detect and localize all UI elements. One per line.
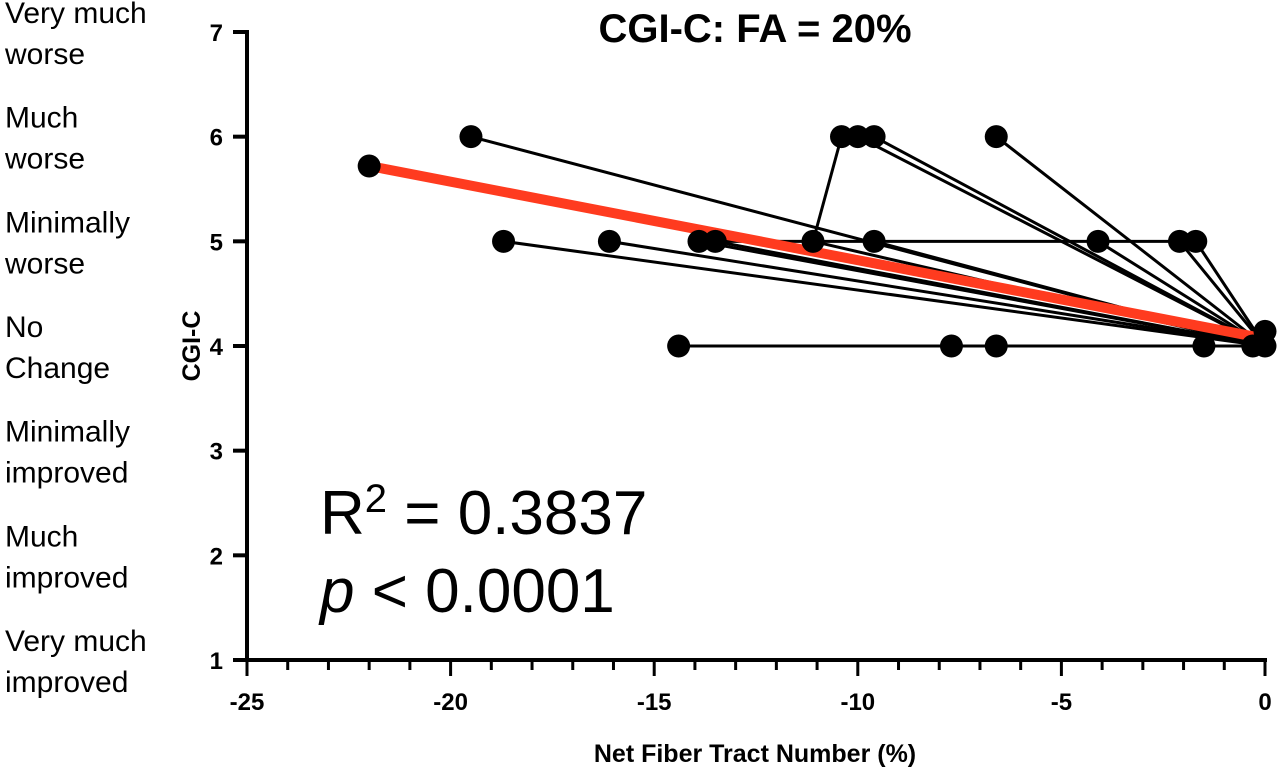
category-label: No Change: [5, 311, 110, 385]
x-tick-label: -10: [840, 689, 875, 716]
category-label-line: Minimally: [5, 416, 130, 449]
y-tick-label: 6: [210, 125, 223, 152]
r-squared-annotation: R2 = 0.3837: [320, 477, 647, 548]
y-tick-label: 5: [210, 229, 223, 256]
data-point: [1167, 229, 1191, 253]
category-label-line: Change: [5, 352, 110, 385]
connection-line: [609, 239, 1266, 348]
category-label-line: worse: [4, 38, 85, 71]
data-point: [597, 229, 621, 253]
r-superscript: 2: [365, 477, 387, 521]
p-label: p: [318, 557, 354, 626]
axes: 1 2 3 4 5 6 7 -25 -20 -15 -10 -5 0: [210, 20, 1272, 716]
category-label-line: Very much: [5, 625, 147, 658]
category-label-line: No: [5, 311, 43, 344]
p-value: < 0.0001: [354, 557, 614, 626]
data-point: [459, 125, 483, 149]
data-point: [862, 125, 886, 149]
category-label-line: worse: [4, 247, 85, 280]
data-point: [1253, 319, 1277, 343]
x-tick-label: -20: [433, 689, 468, 716]
category-label: Minimally worse: [4, 206, 130, 280]
data-point: [830, 125, 854, 149]
data-point: [862, 229, 886, 253]
y-tick-label: 4: [210, 334, 224, 361]
data-point: [357, 154, 381, 178]
connection-line: [811, 136, 843, 242]
category-label: Very much worse: [4, 0, 147, 71]
data-point: [984, 125, 1008, 149]
data-point: [703, 229, 727, 253]
x-axis-label: Net Fiber Tract Number (%): [594, 740, 916, 768]
category-label: Very much improved: [5, 625, 147, 699]
data-point: [801, 229, 825, 253]
category-label-line: Much: [5, 520, 78, 553]
data-point: [939, 334, 963, 358]
data-point: [492, 229, 516, 253]
r-value: = 0.3837: [387, 479, 647, 548]
category-label-line: improved: [5, 561, 128, 594]
data-point: [667, 334, 691, 358]
category-label-line: improved: [5, 666, 128, 699]
connection-line: [1194, 240, 1267, 347]
data-point: [1192, 334, 1216, 358]
data-point: [1086, 229, 1110, 253]
annotation: R2 = 0.3837 p < 0.0001: [318, 477, 647, 626]
r-label: R: [320, 479, 365, 548]
y-tick-label: 7: [210, 20, 223, 47]
p-value-annotation: p < 0.0001: [318, 557, 615, 626]
category-label-line: worse: [4, 143, 85, 176]
category-label-line: Minimally: [5, 206, 130, 239]
x-tick-label: 0: [1258, 689, 1271, 716]
category-label-line: improved: [5, 457, 128, 490]
category-label-line: Much: [5, 102, 78, 135]
category-label-line: Very much: [5, 0, 147, 30]
points: [357, 125, 1277, 358]
regression-line: [368, 161, 1266, 344]
category-labels: Very much worse Much worse Minimally worse No C…: [4, 0, 147, 699]
category-label: Minimally improved: [5, 416, 130, 490]
data-point: [1184, 229, 1208, 253]
y-axis-label: CGI-C: [178, 311, 206, 382]
connection-line: [503, 239, 1266, 348]
y-tick-label: 2: [210, 543, 223, 570]
data-point: [846, 125, 870, 149]
y-tick-label: 1: [210, 648, 223, 675]
connection-line: [1178, 240, 1267, 347]
y-tick-label: 3: [210, 439, 223, 466]
x-tick-label: -25: [230, 689, 265, 716]
regression: [368, 161, 1266, 344]
connection-line: [714, 239, 1266, 348]
x-tick-label: -5: [1051, 689, 1072, 716]
category-label: Much improved: [5, 520, 128, 594]
category-label: Much worse: [4, 102, 85, 176]
connection-lines: [470, 135, 1267, 348]
x-tick-label: -15: [637, 689, 672, 716]
chart-title: CGI-C: FA = 20%: [598, 7, 911, 51]
data-point: [687, 229, 711, 253]
data-point: [984, 334, 1008, 358]
